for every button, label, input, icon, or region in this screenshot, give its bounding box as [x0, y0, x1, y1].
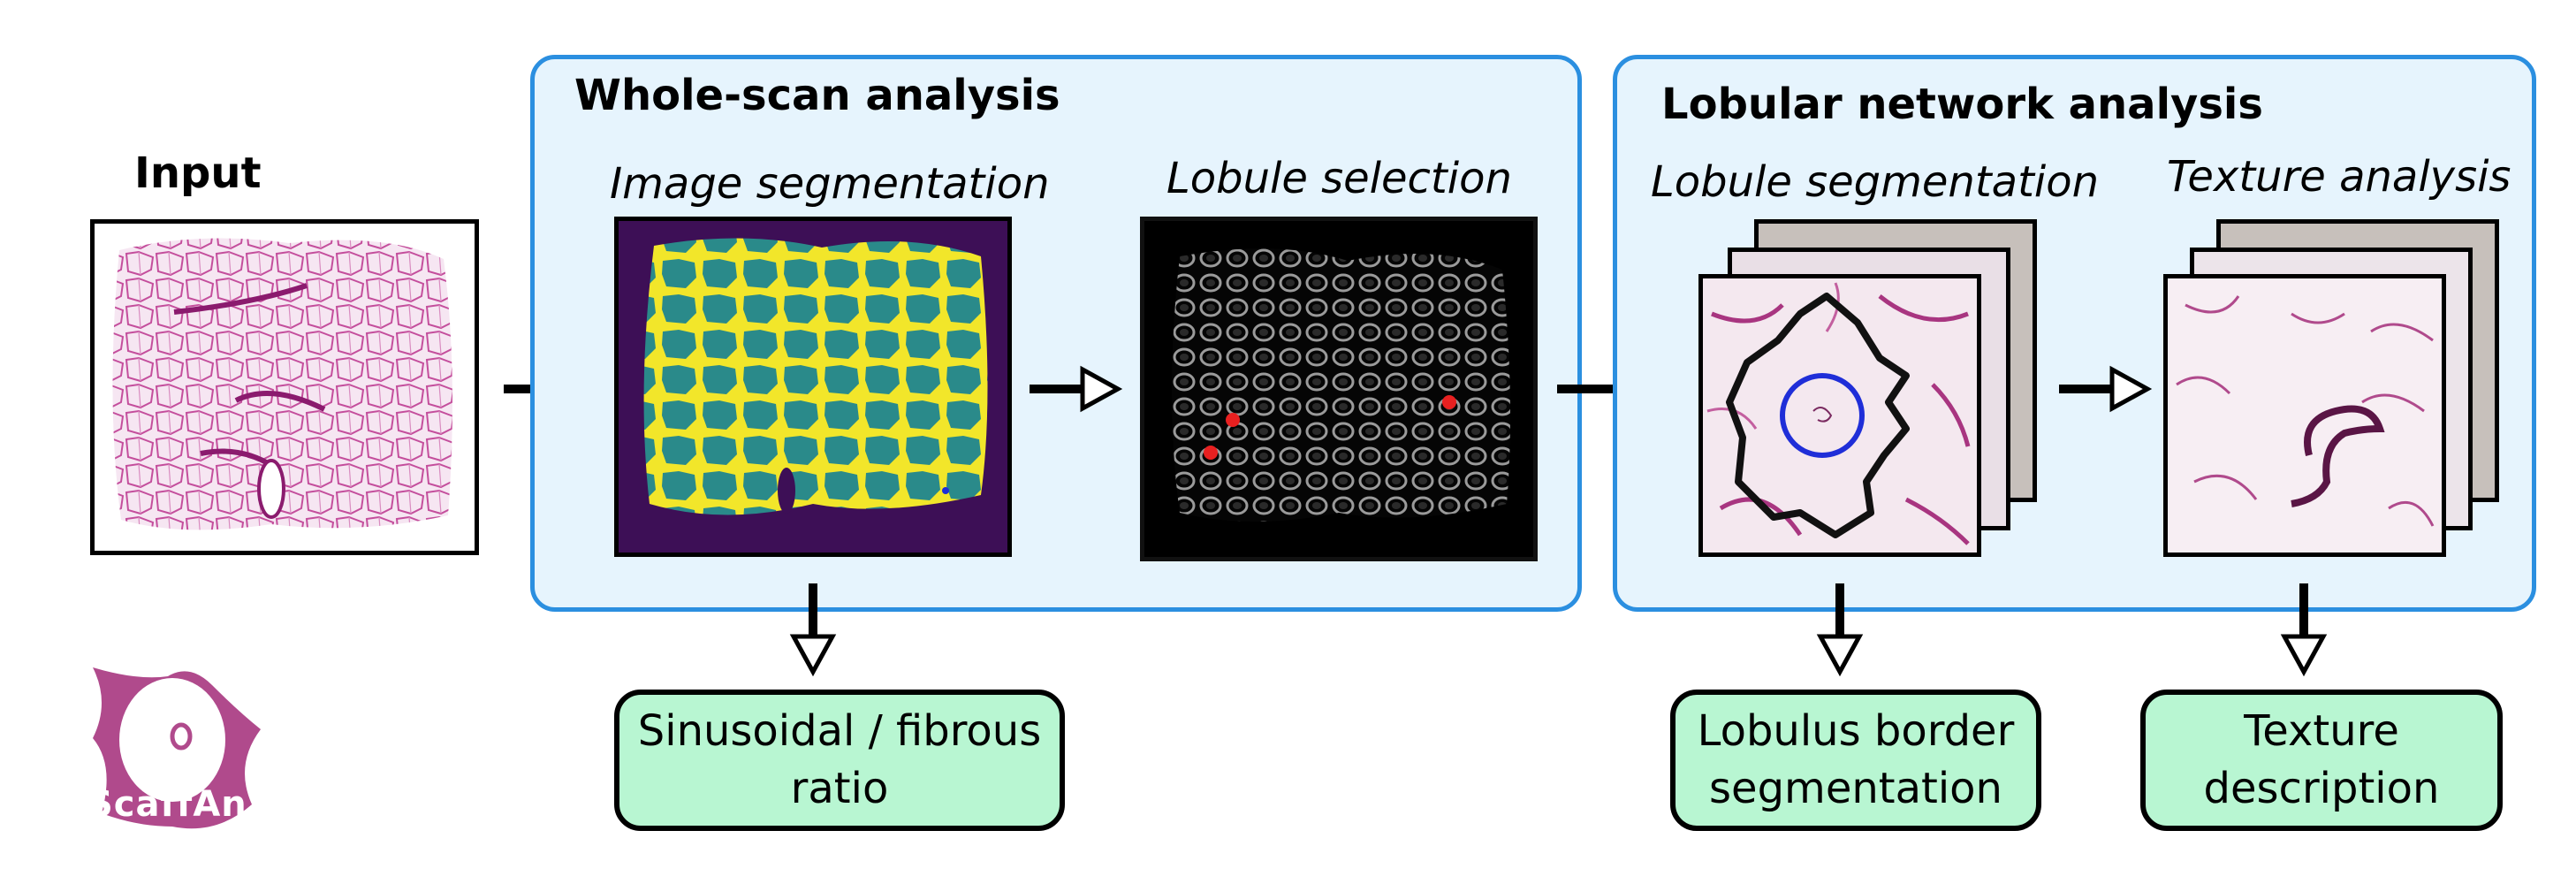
step-label-lobule-selection: Lobule selection [1166, 154, 1512, 203]
texture-analysis-image [2163, 274, 2446, 557]
flow-arrow-down-texture [2280, 583, 2328, 677]
output-texture-description: Texture description [2140, 690, 2503, 831]
flow-arrow-down-border [1816, 583, 1864, 677]
whole-scan-title: Whole-scan analysis [574, 71, 1060, 120]
step-label-texture-analysis: Texture analysis [2167, 152, 2511, 202]
input-tissue-image [90, 219, 479, 555]
lobular-network-title: Lobular network analysis [1661, 80, 2263, 129]
output-sinusoidal-fibrous-ratio: Sinusoidal / fibrous ratio [614, 690, 1065, 831]
lobule-segmentation-image [1698, 274, 1981, 557]
flow-arrow-seg-select [1030, 365, 1123, 413]
step-label-image-segmentation: Image segmentation [610, 159, 1050, 209]
input-label: Input [134, 149, 262, 198]
flow-arrow-seg-texture [2059, 365, 2153, 413]
scaffan-logo: ScaffAn [84, 659, 270, 835]
lobule-selection-image [1140, 217, 1538, 561]
image-segmentation-image [614, 217, 1012, 557]
flow-arrow-down-ratio [789, 583, 837, 677]
output-lobulus-border-segmentation: Lobulus border segmentation [1670, 690, 2041, 831]
step-label-lobule-segmentation: Lobule segmentation [1651, 157, 2100, 207]
scaffan-logo-text: ScaffAn [87, 784, 247, 825]
